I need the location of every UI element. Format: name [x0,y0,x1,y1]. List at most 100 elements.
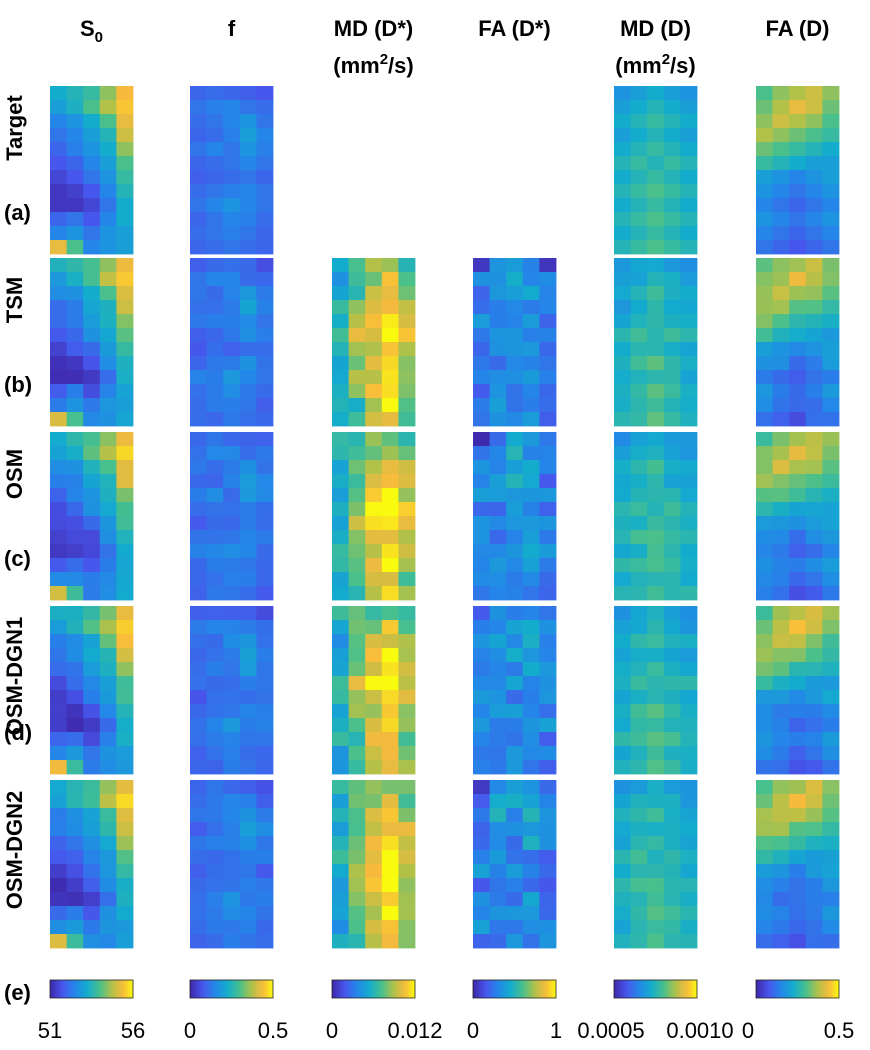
heatmap-cell [773,460,790,474]
heatmap-cell [680,934,697,948]
heatmap-cell [523,558,540,572]
heatmap-cell [256,286,273,300]
heatmap-cell [806,892,823,906]
heatmap-cell [100,634,117,648]
heatmap-cell [664,226,681,240]
heatmap-cell [614,226,631,240]
heatmap-cell [773,746,790,760]
heatmap-cell [256,488,273,502]
heatmap-cell [100,920,117,934]
heatmap-cell [806,620,823,634]
heatmap-cell [631,286,648,300]
heatmap-cell [631,878,648,892]
row-label-method: OSM-DGN1 [2,617,27,736]
heatmap-cell [365,878,382,892]
heatmap-cell [490,314,507,328]
row-label-letter: (a) [4,200,31,225]
heatmap-cell [490,920,507,934]
heatmap-cell [647,648,664,662]
heatmap-cell [223,86,240,100]
heatmap-cell [614,892,631,906]
heatmap-cell [83,240,100,254]
heatmap-cell [332,516,349,530]
heatmap-cell [240,746,257,760]
heatmap-s0-target [50,86,133,254]
heatmap-cell [490,300,507,314]
heatmap-cell [83,906,100,920]
heatmap-cell [50,142,67,156]
heatmap-cell [349,934,366,948]
heatmap-cell [349,328,366,342]
heatmap-cell [223,648,240,662]
heatmap-cell [789,648,806,662]
heatmap-cell [398,314,415,328]
heatmap-cell [680,794,697,808]
heatmap-cell [680,86,697,100]
heatmap-cell [100,648,117,662]
colorbar-mdds [332,980,415,998]
heatmap-cell [756,474,773,488]
heatmap-cell [67,488,84,502]
heatmap-cell [116,718,133,732]
heatmap-cell [631,892,648,906]
colorbar-tick-min: 51 [38,1018,62,1043]
heatmap-cell [490,878,507,892]
heatmap-cell [365,516,382,530]
heatmap-cell [240,822,257,836]
heatmap-cell [365,258,382,272]
heatmap-cell [806,780,823,794]
heatmap-cell [256,314,273,328]
heatmap-cell [100,170,117,184]
heatmap-cell [349,356,366,370]
heatmap-cell [332,606,349,620]
heatmap-cell [631,258,648,272]
heatmap-cell [50,836,67,850]
heatmap-cell [398,794,415,808]
heatmap-cell [773,398,790,412]
heatmap-cell [490,864,507,878]
heatmap-cell [240,100,257,114]
heatmap-cell [664,212,681,226]
heatmap-cell [773,258,790,272]
heatmap-cell [473,780,490,794]
heatmap-cell [223,488,240,502]
heatmap-cell [756,226,773,240]
heatmap-cell [523,258,540,272]
heatmap-cell [100,156,117,170]
heatmap-cell [822,920,839,934]
heatmap-cell [789,86,806,100]
heatmap-cell [664,850,681,864]
heatmap-cell [647,572,664,586]
heatmap-cell [223,878,240,892]
heatmap-cell [100,412,117,426]
heatmap-cell [365,370,382,384]
unit-part-b: /s) [388,53,414,78]
heatmap-cell [756,446,773,460]
heatmap-cell [240,328,257,342]
heatmap-cell [680,226,697,240]
heatmap-cell [365,864,382,878]
heatmap-cell [365,746,382,760]
heatmap-cell [490,370,507,384]
heatmap-cell [67,114,84,128]
unit-part-b: /s) [670,53,696,78]
heatmap-cell [680,864,697,878]
heatmap-cell [349,732,366,746]
colorbar-tick-max: 0.5 [824,1018,855,1043]
heatmap-cell [240,606,257,620]
heatmap-cell [806,808,823,822]
heatmap-cell [789,808,806,822]
heatmap-cell [614,746,631,760]
heatmap-cell [506,920,523,934]
heatmap-cell [398,690,415,704]
heatmap-cell [822,530,839,544]
heatmap-cell [822,240,839,254]
heatmap-cell [398,676,415,690]
heatmap-cell [349,906,366,920]
heatmap-cell [332,732,349,746]
heatmap-cell [506,634,523,648]
heatmap-cell [256,822,273,836]
heatmap-fad-osm [756,432,839,600]
heatmap-cell [223,586,240,600]
heatmap-cell [647,760,664,774]
